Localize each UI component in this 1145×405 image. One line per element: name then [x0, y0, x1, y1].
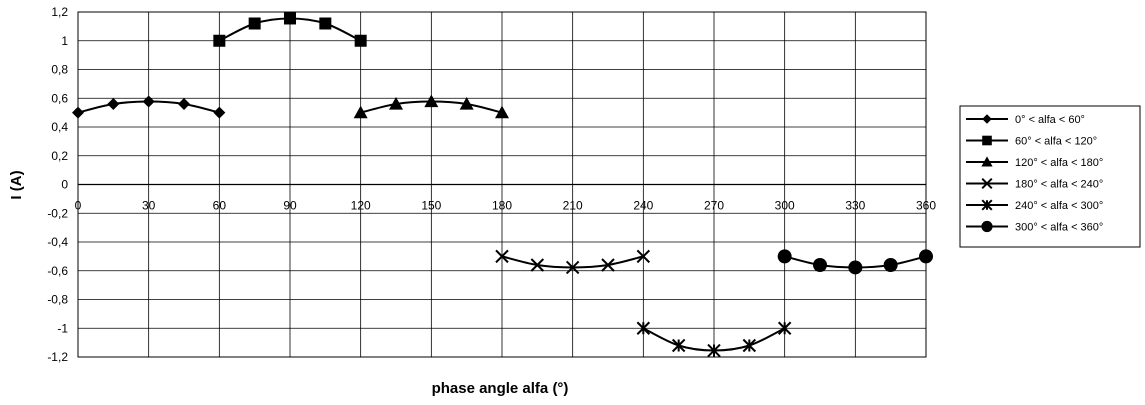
data-point — [636, 249, 651, 264]
y-tick-label: -0,4 — [47, 235, 68, 249]
data-point — [636, 321, 651, 335]
data-point — [178, 98, 190, 110]
y-tick-label: 0,2 — [51, 149, 68, 163]
x-axis-title: phase angle alfa (°) — [432, 380, 569, 397]
x-tick-label: 60 — [213, 199, 227, 213]
data-point — [459, 97, 474, 110]
series-3 — [353, 94, 509, 119]
series-2 — [213, 12, 367, 47]
y-tick-label: -0,8 — [47, 293, 68, 307]
x-tick-label: 120 — [351, 199, 371, 213]
legend-label: 120° < alfa < 180° — [1015, 157, 1103, 169]
x-tick-label: 150 — [421, 199, 441, 213]
data-point — [248, 17, 261, 30]
legend-label: 300° < alfa < 360° — [1015, 222, 1103, 234]
x-tick-label: 180 — [492, 199, 512, 213]
x-tick-label: 270 — [704, 199, 724, 213]
legend-item: 180° < alfa < 240° — [966, 177, 1103, 191]
y-tick-label: 0,6 — [51, 91, 68, 105]
legend-label: 0° < alfa < 60° — [1015, 114, 1085, 126]
y-tick-label: 0,8 — [51, 63, 68, 77]
data-point — [284, 12, 296, 25]
y-tick-labels: 1,2 1 0,8 0,6 0,4 0,2 0 -0,2 -0,4 -0,6 -0,8 -1 -1,2 — [47, 5, 68, 364]
data-point — [848, 260, 863, 275]
y-tick-label: -1,2 — [47, 350, 68, 364]
legend-item: 300° < alfa < 360° — [966, 220, 1103, 234]
x-tick-label: 240 — [633, 199, 653, 213]
x-tick-label: 360 — [916, 199, 936, 213]
series-4 — [495, 249, 651, 275]
data-point — [530, 258, 545, 272]
y-tick-label: 1,2 — [51, 5, 68, 19]
series-layer — [72, 12, 933, 358]
legend-marker — [981, 199, 993, 211]
x-tick-label: 30 — [142, 199, 156, 213]
data-point — [495, 249, 509, 264]
legend-marker — [981, 156, 993, 167]
legend-label: 180° < alfa < 240° — [1015, 179, 1103, 191]
x-tick-labels: 0 30 60 90 120 150 180 210 240 270 300 330 360 — [75, 199, 937, 213]
legend-label: 60° < alfa < 120° — [1015, 136, 1097, 148]
data-point — [142, 95, 155, 108]
data-point — [601, 258, 615, 272]
data-point — [213, 34, 226, 47]
legend-item: 120° < alfa < 180° — [966, 156, 1103, 169]
data-point — [354, 34, 367, 47]
legend-item: 60° < alfa < 120° — [966, 136, 1097, 148]
legend-marker — [981, 177, 993, 190]
y-axis-title: I (A) — [8, 170, 25, 199]
data-point — [213, 106, 226, 119]
data-point — [389, 97, 403, 110]
y-tick-label: -0,6 — [47, 264, 68, 278]
y-tick-label: 0,4 — [51, 120, 68, 134]
data-point — [671, 338, 686, 353]
legend-marker — [982, 135, 992, 146]
data-point — [777, 321, 792, 335]
data-point — [72, 106, 84, 119]
data-point — [565, 260, 580, 275]
legend-item: 240° < alfa < 300° — [966, 199, 1103, 212]
series-6 — [777, 249, 933, 275]
data-point — [883, 258, 898, 272]
y-tick-label: 1 — [61, 34, 68, 48]
data-point — [319, 17, 332, 30]
data-point — [424, 94, 439, 108]
legend-marker — [981, 220, 993, 233]
data-point — [777, 249, 792, 264]
series-5 — [636, 321, 792, 358]
data-point — [813, 258, 827, 272]
x-tick-label: 300 — [775, 199, 795, 213]
grid — [77, 11, 927, 358]
data-point — [353, 105, 368, 119]
series-1 — [72, 95, 226, 119]
legend: 0° < alfa < 60° 60° < alfa < 120° 120° < a… — [959, 105, 1141, 248]
legend-item: 0° < alfa < 60° — [966, 114, 1085, 126]
y-tick-label: -0,2 — [47, 206, 68, 220]
data-point — [919, 249, 933, 264]
legend-marker — [982, 114, 992, 124]
data-point — [707, 343, 721, 358]
x-tick-label: 90 — [283, 199, 297, 213]
x-tick-label: 0 — [75, 199, 82, 213]
x-tick-label: 210 — [563, 199, 583, 213]
x-tick-label: 330 — [845, 199, 865, 213]
legend-label: 240° < alfa < 300° — [1015, 200, 1103, 212]
data-point — [742, 338, 757, 353]
data-point — [107, 98, 120, 110]
y-tick-label: -1 — [57, 321, 68, 335]
y-tick-label: 0 — [61, 178, 68, 192]
data-point — [495, 105, 509, 119]
